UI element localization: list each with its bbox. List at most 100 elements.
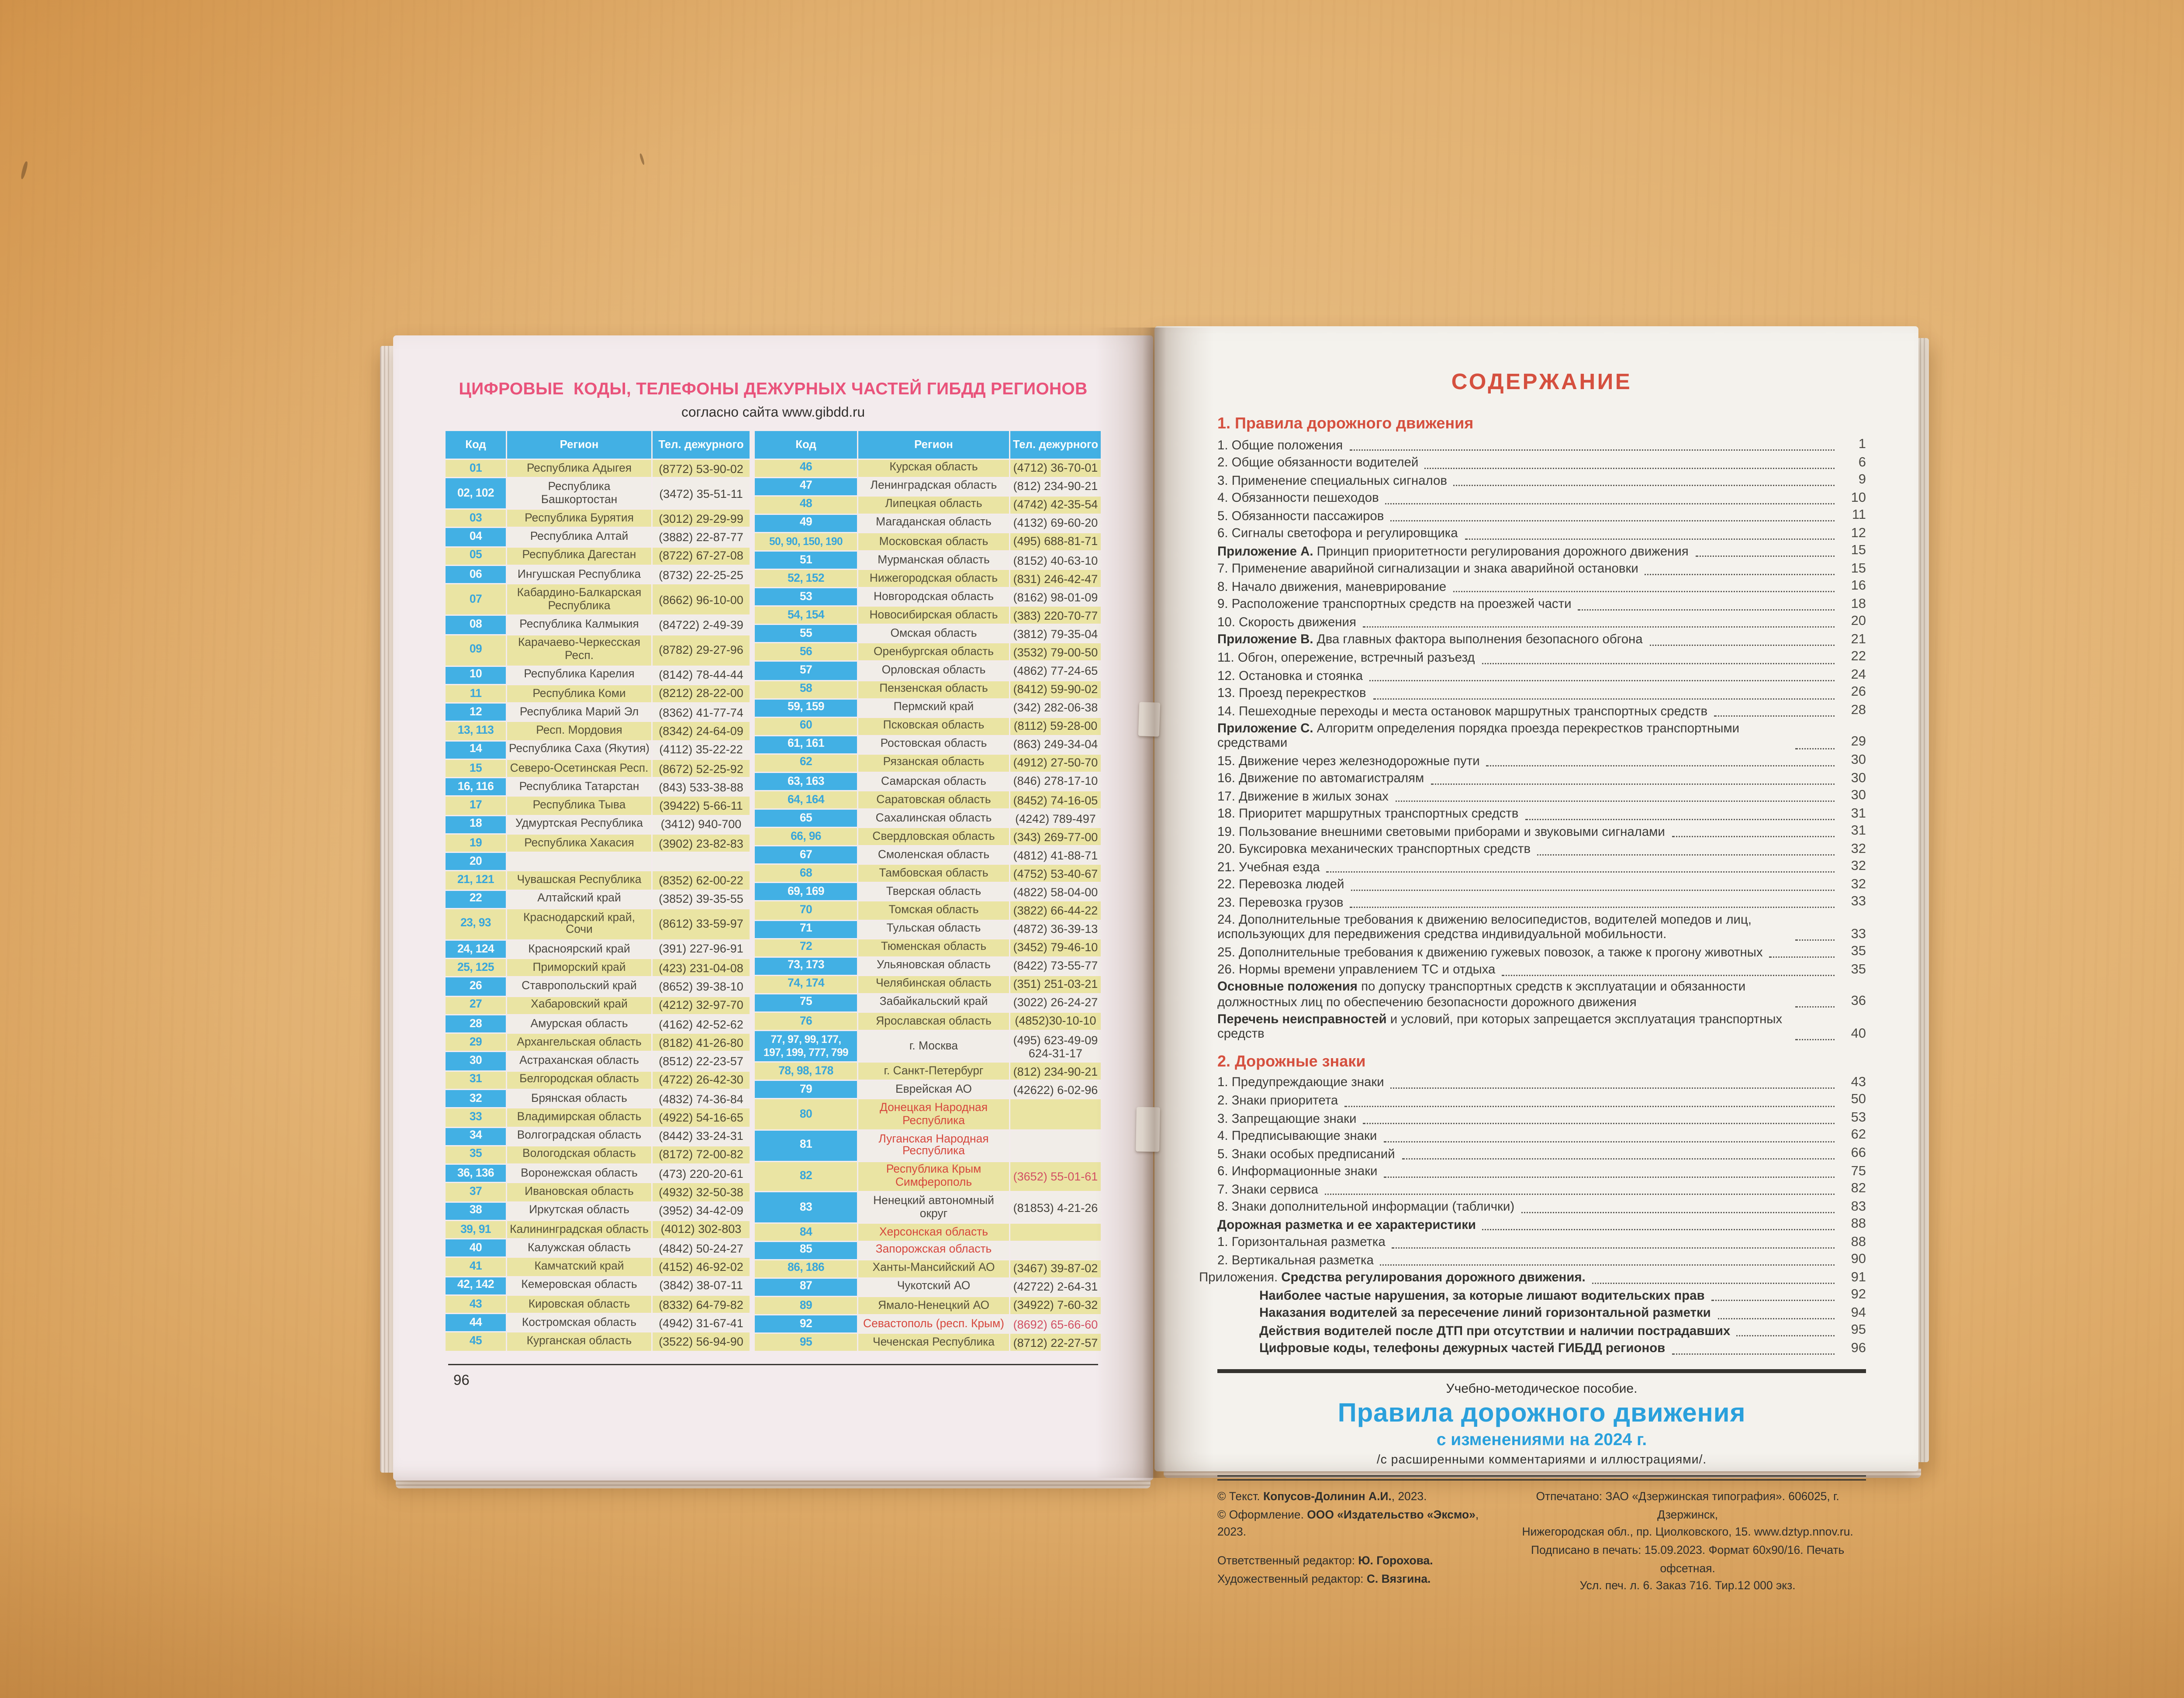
toc-dotted-leader xyxy=(1390,1087,1835,1089)
code-cell: 76 xyxy=(755,1012,857,1030)
phone-cell: (495) 623-49-09 624-31-17 xyxy=(1010,1031,1101,1062)
table-row: 63, 163 Самарская область (846) 278-17-10 xyxy=(755,773,1101,790)
table-row: 62 Рязанская область (4912) 27-50-70 xyxy=(755,754,1101,772)
region-cell: Херсонская область xyxy=(858,1224,1009,1241)
toc-item: 5. Обязанности пассажиров 11 xyxy=(1217,508,1866,524)
toc-item: 23. Перевозка грузов 33 xyxy=(1217,895,1866,911)
region-cell: Новгородская область xyxy=(858,588,1009,606)
table-row: 32 Брянская область (4832) 74-36-84 xyxy=(446,1090,750,1108)
toc-page-number: 35 xyxy=(1851,945,1866,959)
code-cell: 77, 97, 99, 177, 197, 199, 777, 799 xyxy=(755,1031,857,1062)
toc-item: 13. Проезд перекрестков 26 xyxy=(1217,686,1866,701)
toc-item-label: 21. Учебная езда xyxy=(1217,860,1320,875)
code-cell: 14 xyxy=(446,741,506,759)
table-row: 58 Пензенская область (8412) 59-90-02 xyxy=(755,680,1101,698)
toc-item: 9. Расположение транспортных средств на … xyxy=(1217,597,1866,613)
toc-item-label: 12. Остановка и стоянка xyxy=(1217,669,1363,683)
toc-item-label: 19. Пользование внешними световыми прибо… xyxy=(1217,825,1665,840)
phone-cell: (3952) 34-42-09 xyxy=(653,1202,750,1220)
code-cell: 58 xyxy=(755,680,857,698)
phone-cell: (3842) 38-07-11 xyxy=(653,1277,750,1294)
toc-item-label: 1. Предупреждающие знаки xyxy=(1217,1076,1384,1091)
toc-item: 5. Знаки особых предписаний 66 xyxy=(1217,1146,1866,1162)
phone-cell xyxy=(1010,1242,1101,1259)
code-cell: 62 xyxy=(755,754,857,772)
table-row: 74, 174 Челябинская область (351) 251-03-2… xyxy=(755,976,1101,993)
toc-page-number: 24 xyxy=(1851,668,1866,683)
code-cell: 86, 186 xyxy=(755,1260,857,1277)
toc-dotted-leader xyxy=(1794,1039,1835,1040)
region-cell: Чувашская Республика xyxy=(507,871,651,889)
toc-page-number: 10 xyxy=(1851,490,1866,505)
region-cell: Краснодарский край, Сочи xyxy=(507,909,651,939)
credits-left: © Текст. Копусов-Долинин А.И., 2023. © Оф… xyxy=(1217,1488,1509,1595)
toc-item: 21. Учебная езда 32 xyxy=(1217,860,1866,876)
code-cell: 42, 142 xyxy=(446,1277,506,1294)
table-header-row: Код Регион Тел. дежурного xyxy=(755,430,1101,458)
toc-dotted-leader xyxy=(1326,871,1835,873)
region-cell: Сахалинская область xyxy=(858,810,1009,827)
phone-cell: (8412) 59-90-02 xyxy=(1010,680,1101,698)
toc-page-number: 94 xyxy=(1851,1306,1866,1321)
code-cell: 07 xyxy=(446,584,506,615)
toc-dotted-leader xyxy=(1363,1123,1835,1125)
region-cell: Рязанская область xyxy=(858,754,1009,772)
toc-item: 25. Дополнительные требования к движению… xyxy=(1217,945,1866,961)
phone-cell: (843) 533-38-88 xyxy=(653,778,750,796)
phone-cell: (8722) 67-27-08 xyxy=(653,547,750,565)
region-cell: Ямало-Ненецкий АО xyxy=(858,1297,1009,1315)
toc-item-label: 18. Приоритет маршрутных транспортных ср… xyxy=(1217,807,1519,822)
toc-page-number: 50 xyxy=(1851,1093,1866,1108)
toc-page-number: 30 xyxy=(1851,771,1866,786)
toc-item-label: 2. Общие обязанности водителей xyxy=(1217,456,1419,471)
code-cell: 81 xyxy=(755,1131,857,1161)
toc-item: Приложения. Средства регулирования дорож… xyxy=(1199,1270,1866,1286)
toc-page-number: 11 xyxy=(1852,508,1866,523)
region-cell: Костромская область xyxy=(507,1314,651,1332)
region-cell: Оренбургская область xyxy=(858,644,1009,661)
phone-cell xyxy=(1010,1224,1101,1241)
imprint-top-rule xyxy=(1217,1369,1866,1373)
table-row: 09 Карачаево-Черкесская Респ. (8782) 29-27… xyxy=(446,635,750,665)
region-cell: Севастополь (респ. Крым) xyxy=(858,1315,1009,1333)
phone-cell: (4912) 27-50-70 xyxy=(1010,754,1101,772)
table-row: 53 Новгородская область (8162) 98-01-09 xyxy=(755,588,1101,606)
phone-cell: (34922) 7-60-32 xyxy=(1010,1297,1101,1315)
table-row: 83 Ненецкий автономный округ (81853) 4-21-… xyxy=(755,1193,1101,1223)
table-row: 81 Луганская Народная Республика xyxy=(755,1131,1101,1161)
toc-item-label: 4. Предписывающие знаки xyxy=(1217,1129,1377,1144)
code-cell: 87 xyxy=(755,1278,857,1296)
table-row: 38 Иркутская область (3952) 34-42-09 xyxy=(446,1202,750,1220)
phone-cell: (4872) 36-39-13 xyxy=(1010,920,1101,938)
table-row: 44 Костромская область (4942) 31-67-41 xyxy=(446,1314,750,1332)
toc-item: 2. Общие обязанности водителей 6 xyxy=(1217,456,1866,471)
toc-page-number: 35 xyxy=(1851,963,1866,977)
code-cell: 11 xyxy=(446,685,506,703)
toc-item-label: 13. Проезд перекрестков xyxy=(1217,687,1366,701)
code-cell: 18 xyxy=(446,816,506,833)
table-row: 34 Волгоградская область (8442) 33-24-31 xyxy=(446,1127,750,1145)
toc-page-number: 30 xyxy=(1851,789,1866,804)
toc-dotted-leader xyxy=(1645,573,1835,575)
table-row: 87 Чукотский АО (42722) 2-64-31 xyxy=(755,1278,1101,1296)
credit-line: Ответственный редактор: Ю. Горохова. xyxy=(1217,1553,1433,1567)
phone-cell: (3022) 26-24-27 xyxy=(1010,994,1101,1011)
toc-item: 19. Пользование внешними световыми прибо… xyxy=(1217,824,1866,840)
toc-item-label: Цифровые коды, телефоны дежурных частей … xyxy=(1259,1342,1666,1357)
table-row: 23, 93 Краснодарский край, Сочи (8612) 33-… xyxy=(446,909,750,939)
code-cell: 20 xyxy=(446,853,506,870)
toc-dotted-leader xyxy=(1502,974,1835,976)
phone-cell: (8652) 39-38-10 xyxy=(653,978,750,995)
toc-item: Дорожная разметка и ее характеристики 88 xyxy=(1217,1217,1866,1233)
phone-cell: (831) 246-42-47 xyxy=(1010,570,1101,587)
phone-cell: (4812) 41-88-71 xyxy=(1010,846,1101,864)
phone-cell: (39422) 5-66-11 xyxy=(653,797,750,815)
phone-cell: (8692) 65-66-60 xyxy=(1010,1315,1101,1333)
phone-cell: (8712) 22-27-57 xyxy=(1010,1334,1101,1351)
region-header: Регион xyxy=(507,430,651,459)
toc-dotted-leader xyxy=(1521,1211,1835,1213)
code-cell: 02, 102 xyxy=(446,478,506,509)
toc-item-label: 11. Обгон, опережение, встречный разъезд xyxy=(1217,651,1475,666)
region-cell: Ульяновская область xyxy=(858,957,1009,975)
region-cell: Кировская область xyxy=(507,1295,651,1313)
